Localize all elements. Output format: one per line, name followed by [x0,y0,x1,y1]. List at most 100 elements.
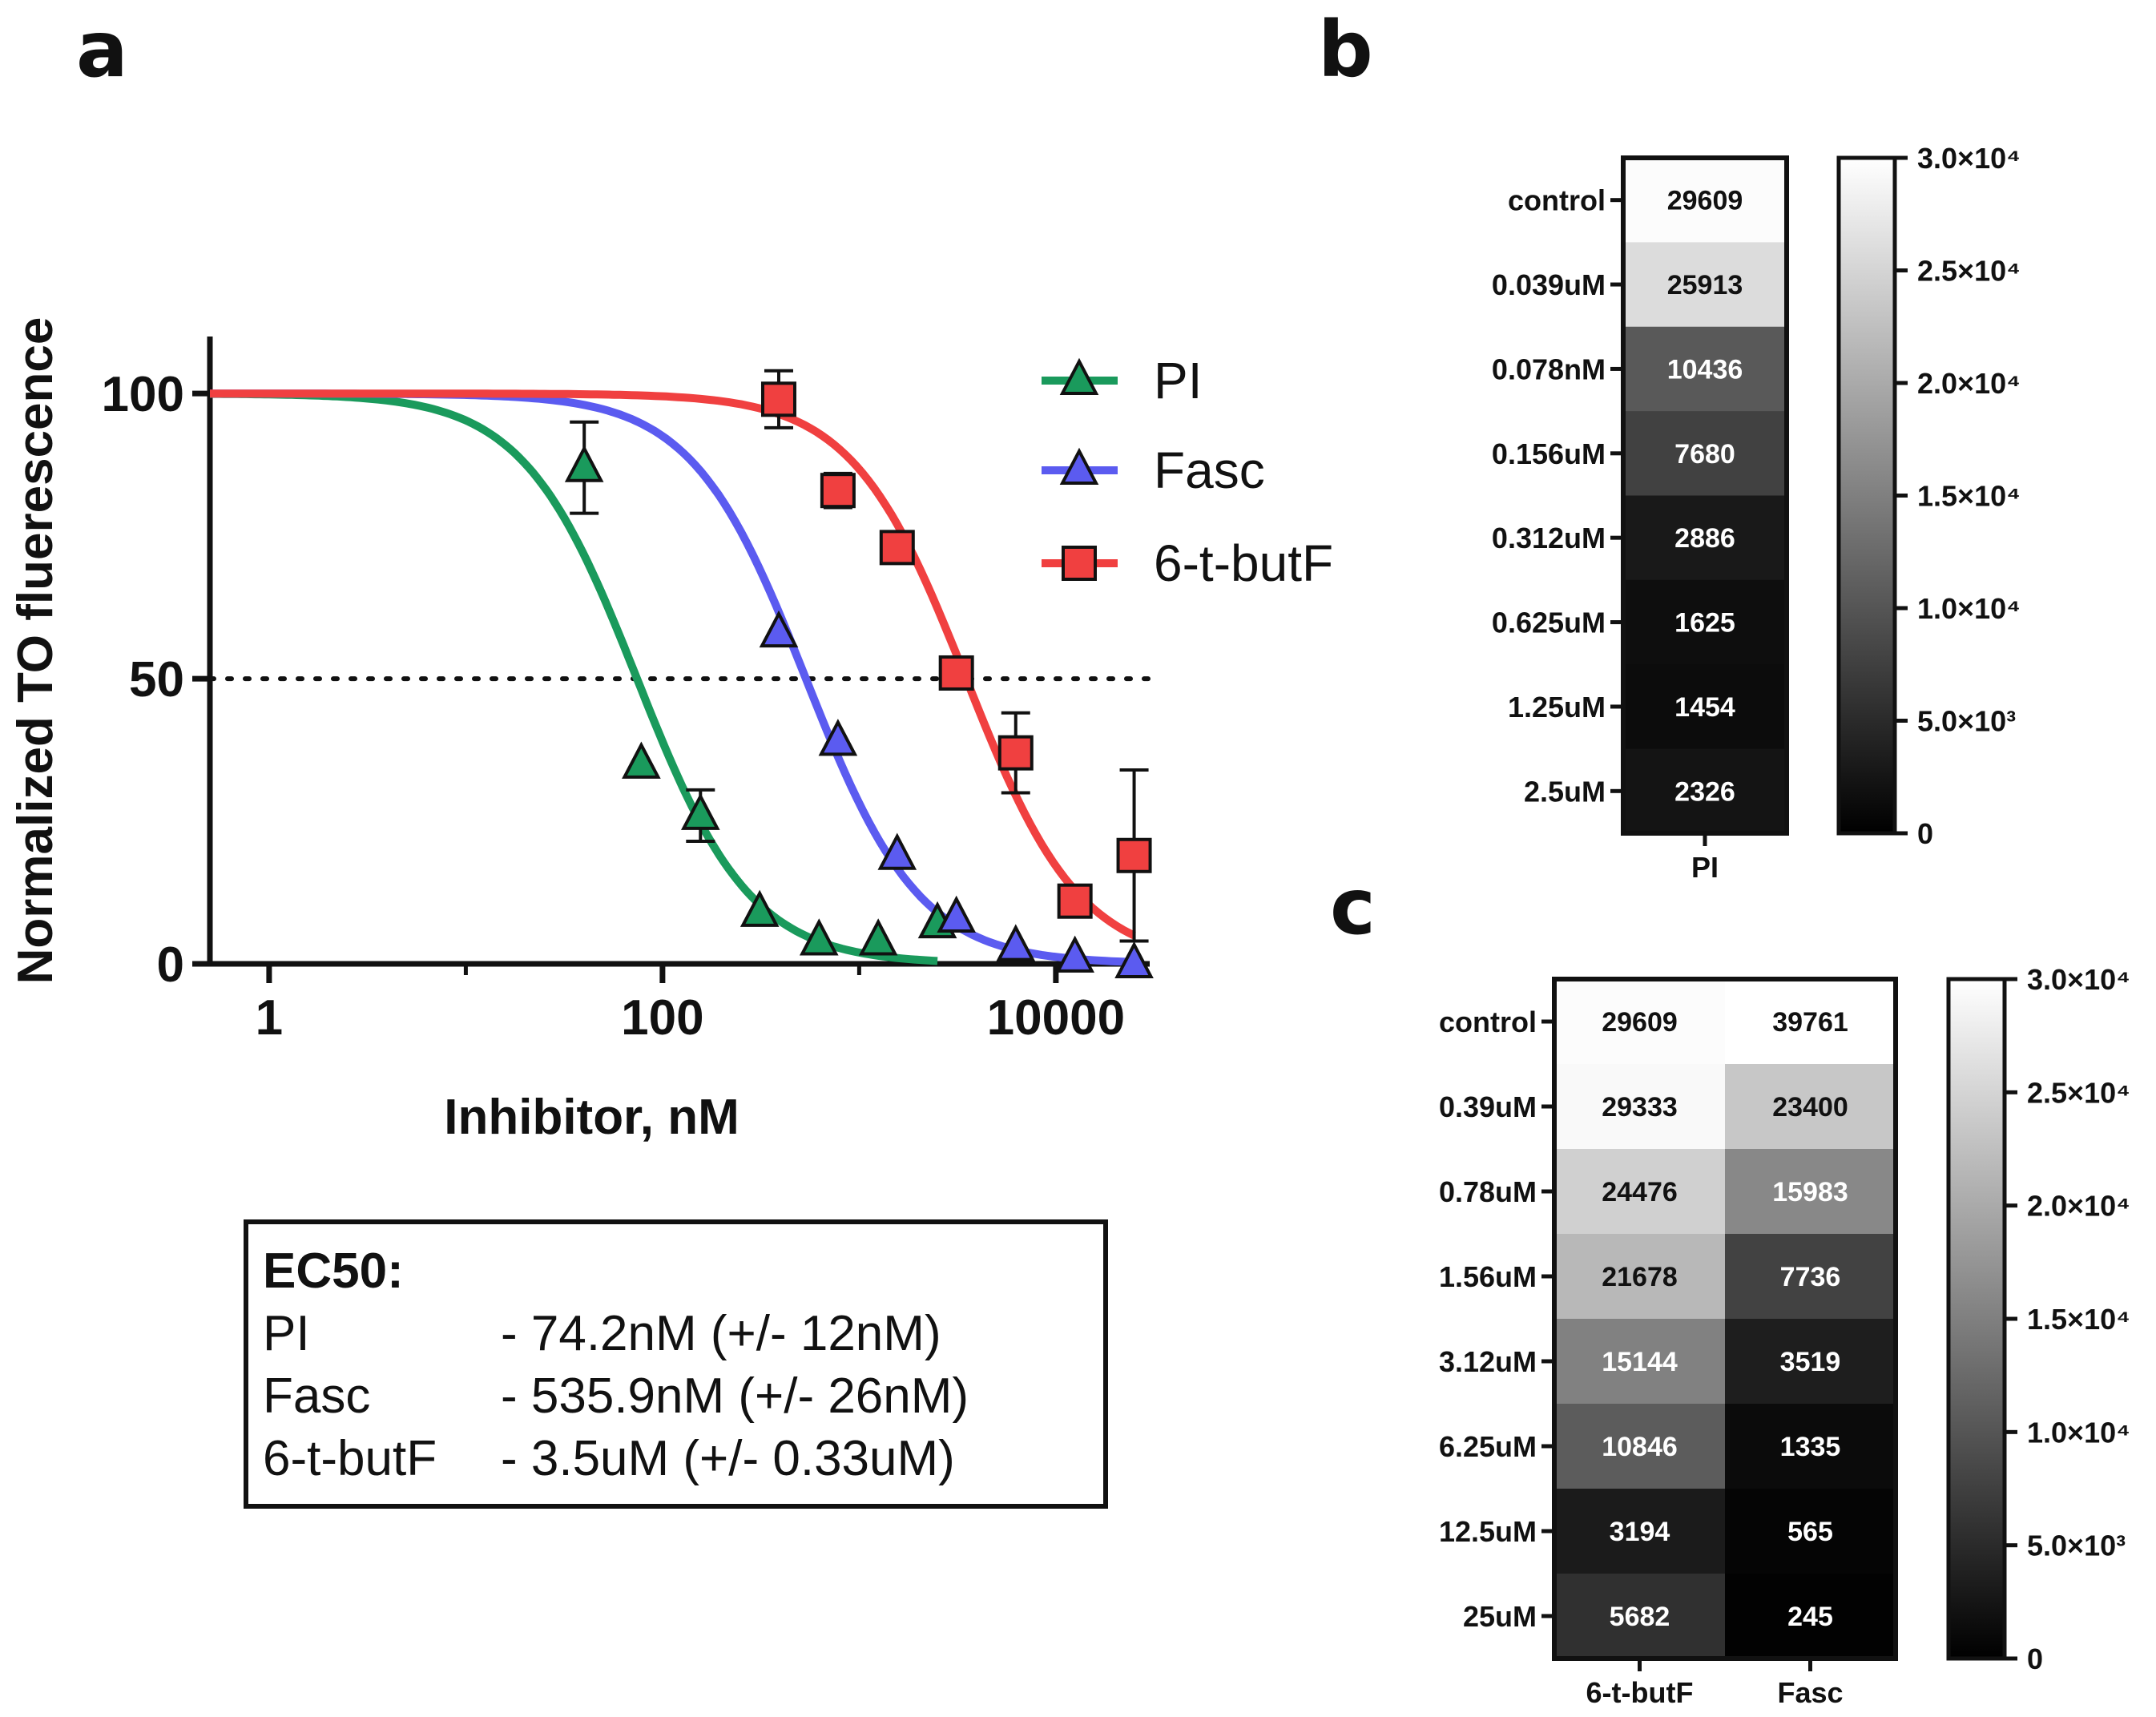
heatmap-c-row-label: control [1439,1006,1537,1038]
heatmap-c-colorbar [1946,977,2007,1661]
heatmap-b-colorbar-label: 2.5×10⁴ [1917,255,2021,288]
heatmap-c-cell [1725,1574,1896,1659]
heatmap-c-cell-label: 10846 [1602,1432,1678,1462]
heatmap-c-colorbar-label: 2.0×10⁴ [2027,1190,2130,1223]
heatmap-b-row-label: 0.078nM [1492,353,1606,385]
heatmap-c-row-label: 0.78uM [1439,1175,1537,1208]
heatmap-c-row-label: 1.56uM [1439,1260,1537,1293]
panel-letter-b: b [1318,5,1373,95]
heatmap-c-colorbar-label: 0 [2027,1642,2043,1675]
heatmap-c-cell-label: 39761 [1772,1007,1848,1038]
heatmap-b-row-label: 2.5uM [1524,775,1606,808]
ec50-value-6tbutf: - 3.5uM (+/- 0.33uM) [501,1431,955,1486]
heatmap-b-row-label: 0.312uM [1492,522,1606,554]
data-point-pi [858,918,898,956]
heatmap-c-cell-label: 15144 [1602,1347,1678,1377]
heatmap-c-row-label: 6.25uM [1439,1430,1537,1463]
heatmap-c-cell-label: 3519 [1780,1347,1841,1377]
data-point-6-t-butf [997,735,1034,771]
dose-response-chart: 0 50 100 1 100 10000 Inhibitor, nM Normalized T… [8,317,1333,1145]
y-tick-label: 100 [102,367,184,422]
heatmap-c-colorbar-label: 5.0×10³ [2027,1530,2126,1562]
x-tick-label: 10000 [987,990,1125,1046]
data-point-fasc [818,719,858,756]
heatmap-b-cell-label: 1625 [1674,608,1735,639]
heatmap-c-cell-label: 24476 [1602,1177,1678,1207]
heatmap-b-colorbar-label: 0 [1917,817,1933,850]
fit-curve-6-t-butf [210,389,1136,940]
data-point-fasc [1114,941,1154,978]
ec50-box-title: EC50: [263,1243,404,1299]
ec50-value-pi: - 74.2nM (+/- 12nM) [501,1306,941,1361]
heatmap-c-cell [1725,1404,1896,1489]
data-point-6-t-butf [1057,883,1093,919]
heatmap-c-cell [1554,979,1726,1065]
data-point-pi [739,889,780,927]
ec50-name-6tbutf: 6-t-butF [263,1431,437,1486]
heatmap-c-row-label: 12.5uM [1439,1515,1537,1548]
legend-label-fasc: Fasc [1154,441,1265,499]
heatmap-c-cell [1554,1489,1726,1574]
heatmap-b-cell-label: 2886 [1674,523,1735,554]
panel-letter-c: c [1330,862,1376,952]
data-point-pi [622,741,661,779]
heatmap-b-cell [1623,579,1787,665]
data-point-fasc [937,895,976,933]
heatmap-c-cell [1554,1404,1726,1489]
heatmap-b-row-label: 1.25uM [1508,691,1606,723]
heatmap-c-col-label: 6-t-butF [1586,1676,1694,1709]
heatmap-b-cell-label: 29609 [1667,186,1743,216]
heatmap-b-colorbar-label: 1.0×10⁴ [1917,592,2021,625]
heatmap-b-row-label: 0.156uM [1492,437,1606,470]
data-point-6-t-butf [1116,837,1152,873]
heatmap-c-cell [1554,1234,1726,1320]
heatmap-c-cell-label: 565 [1787,1517,1833,1547]
ec50-value-fasc: - 535.9nM (+/- 26nM) [501,1368,969,1424]
heatmap-b-row-label: control [1508,184,1606,217]
heatmap-c-cell-label: 21678 [1602,1262,1678,1292]
heatmap-c-cell-label: 3194 [1610,1517,1670,1547]
heatmap-c-col-label: Fasc [1777,1676,1843,1709]
heatmap-b-cell [1623,242,1787,328]
y-tick-label: 50 [129,652,184,707]
heatmap-c-row-label: 3.12uM [1439,1345,1537,1378]
x-tick-label: 100 [621,990,703,1046]
heatmap-c-cell [1554,1149,1726,1235]
heatmap-b-cell-label: 25913 [1667,270,1743,300]
heatmap-b-cell-label: 7680 [1674,439,1735,470]
legend-marker-pi [1059,357,1099,395]
heatmap-c-cell-label: 29609 [1602,1007,1678,1038]
heatmap-c-cell [1725,1489,1896,1574]
data-point-fasc [1055,935,1094,973]
data-point-fasc [996,924,1036,961]
heatmap-b-col-label: PI [1691,851,1719,884]
data-point-6-t-butf [879,530,915,566]
heatmap-b-cell [1623,326,1787,412]
x-axis-title: Inhibitor, nM [444,1090,739,1145]
panel-letter-a: a [76,5,128,95]
heatmap-b-colorbar-label: 5.0×10³ [1917,705,2016,738]
heatmap-c: 29609 39761 29333 23400 24476 15983 21678 7736 1… [1439,963,2130,1709]
heatmap-b-cell [1623,748,1787,834]
heatmap-c-cell-label: 245 [1787,1602,1833,1632]
y-tick-label: 0 [157,937,184,993]
heatmap-c-cell-label: 5682 [1610,1602,1670,1632]
heatmap-c-colorbar-label: 1.5×10⁴ [2027,1303,2130,1336]
heatmap-b-row-label: 0.625uM [1492,607,1606,639]
data-point-fasc [759,610,799,648]
heatmap-b-cell-label: 2326 [1674,776,1735,807]
data-point-6-t-butf [820,473,856,509]
heatmap-b-cell-label: 1454 [1674,692,1735,723]
heatmap-c-cell [1725,1319,1896,1405]
legend-marker-6-t-butf [1062,546,1097,581]
heatmap-c-row-label: 25uM [1463,1600,1537,1633]
heatmap-c-cell [1554,1319,1726,1405]
ec50-box: EC50: PI - 74.2nM (+/- 12nM) Fasc - 535.… [244,1219,1108,1509]
heatmap-c-colorbar-label: 1.0×10⁴ [2027,1416,2130,1449]
heatmap-b-cell [1623,664,1787,750]
heatmap-b-cell [1623,158,1787,243]
heatmap-b-row-label: 0.039uM [1492,268,1606,301]
heatmap-b-cell [1623,495,1787,581]
heatmap-b-colorbar-label: 3.0×10⁴ [1917,142,2021,175]
heatmap-b-colorbar-label: 2.0×10⁴ [1917,367,2021,400]
